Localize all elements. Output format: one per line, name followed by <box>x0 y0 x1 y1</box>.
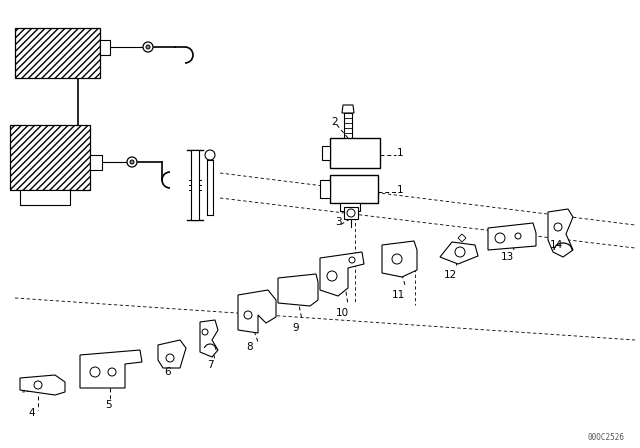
Bar <box>330 175 378 203</box>
Circle shape <box>108 368 116 376</box>
Polygon shape <box>20 190 70 205</box>
Bar <box>15 28 100 78</box>
Polygon shape <box>20 375 65 395</box>
Text: 13: 13 <box>500 252 514 262</box>
Text: 1: 1 <box>397 185 403 195</box>
Text: 10: 10 <box>335 308 349 318</box>
Text: 9: 9 <box>292 323 300 333</box>
Circle shape <box>166 354 174 362</box>
Polygon shape <box>80 350 142 388</box>
Polygon shape <box>548 209 573 257</box>
Polygon shape <box>158 340 186 368</box>
Circle shape <box>205 150 215 160</box>
Text: 4: 4 <box>29 408 35 418</box>
Bar <box>10 125 90 190</box>
Polygon shape <box>238 290 276 333</box>
Polygon shape <box>278 274 318 306</box>
Text: 14: 14 <box>549 240 563 250</box>
Text: 1: 1 <box>397 148 403 158</box>
Polygon shape <box>320 180 330 198</box>
Circle shape <box>244 311 252 319</box>
Polygon shape <box>191 150 199 220</box>
Polygon shape <box>488 223 536 250</box>
Circle shape <box>202 329 208 335</box>
Polygon shape <box>100 40 110 55</box>
Circle shape <box>554 223 562 231</box>
Circle shape <box>90 367 100 377</box>
Text: 7: 7 <box>207 360 213 370</box>
Circle shape <box>34 381 42 389</box>
Text: 11: 11 <box>392 290 404 300</box>
Circle shape <box>327 271 337 281</box>
Text: 12: 12 <box>444 270 456 280</box>
Circle shape <box>455 247 465 257</box>
Polygon shape <box>342 105 354 113</box>
Circle shape <box>130 160 134 164</box>
Polygon shape <box>458 234 466 242</box>
Text: 8: 8 <box>246 342 253 352</box>
Circle shape <box>146 45 150 49</box>
Text: 6: 6 <box>164 367 172 377</box>
Polygon shape <box>440 242 478 264</box>
Polygon shape <box>340 203 360 211</box>
Polygon shape <box>382 241 417 277</box>
Circle shape <box>515 233 521 239</box>
Text: 5: 5 <box>105 400 111 410</box>
Polygon shape <box>320 252 364 296</box>
Bar <box>330 138 380 168</box>
Circle shape <box>349 257 355 263</box>
Text: 2: 2 <box>332 117 339 127</box>
Polygon shape <box>90 155 102 170</box>
Circle shape <box>495 233 505 243</box>
Circle shape <box>143 42 153 52</box>
Circle shape <box>347 209 355 217</box>
Text: 00OC2526: 00OC2526 <box>588 434 625 443</box>
Polygon shape <box>322 146 330 160</box>
Polygon shape <box>200 320 218 357</box>
Circle shape <box>392 254 402 264</box>
Polygon shape <box>344 207 358 219</box>
Text: 3: 3 <box>335 217 341 227</box>
Circle shape <box>127 157 137 167</box>
